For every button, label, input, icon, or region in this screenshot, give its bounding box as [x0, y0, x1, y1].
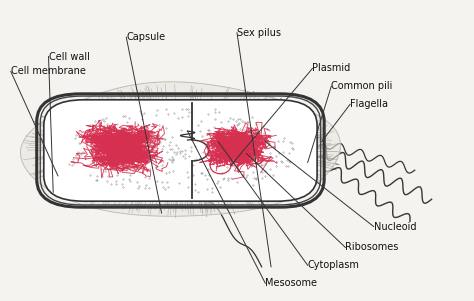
- Text: Cytoplasm: Cytoplasm: [308, 260, 360, 270]
- Text: Cell membrane: Cell membrane: [11, 67, 86, 76]
- Text: Plasmid: Plasmid: [312, 64, 351, 73]
- Text: Common pili: Common pili: [331, 81, 392, 92]
- Text: Cell wall: Cell wall: [48, 51, 90, 62]
- Text: Ribosomes: Ribosomes: [346, 242, 399, 253]
- Text: Sex pilus: Sex pilus: [237, 28, 281, 38]
- FancyBboxPatch shape: [44, 100, 317, 201]
- Text: Capsule: Capsule: [126, 32, 165, 42]
- Text: Nucleoid: Nucleoid: [374, 222, 416, 231]
- Polygon shape: [20, 82, 340, 216]
- Text: Flagella: Flagella: [350, 99, 388, 109]
- Text: Mesosome: Mesosome: [265, 278, 317, 288]
